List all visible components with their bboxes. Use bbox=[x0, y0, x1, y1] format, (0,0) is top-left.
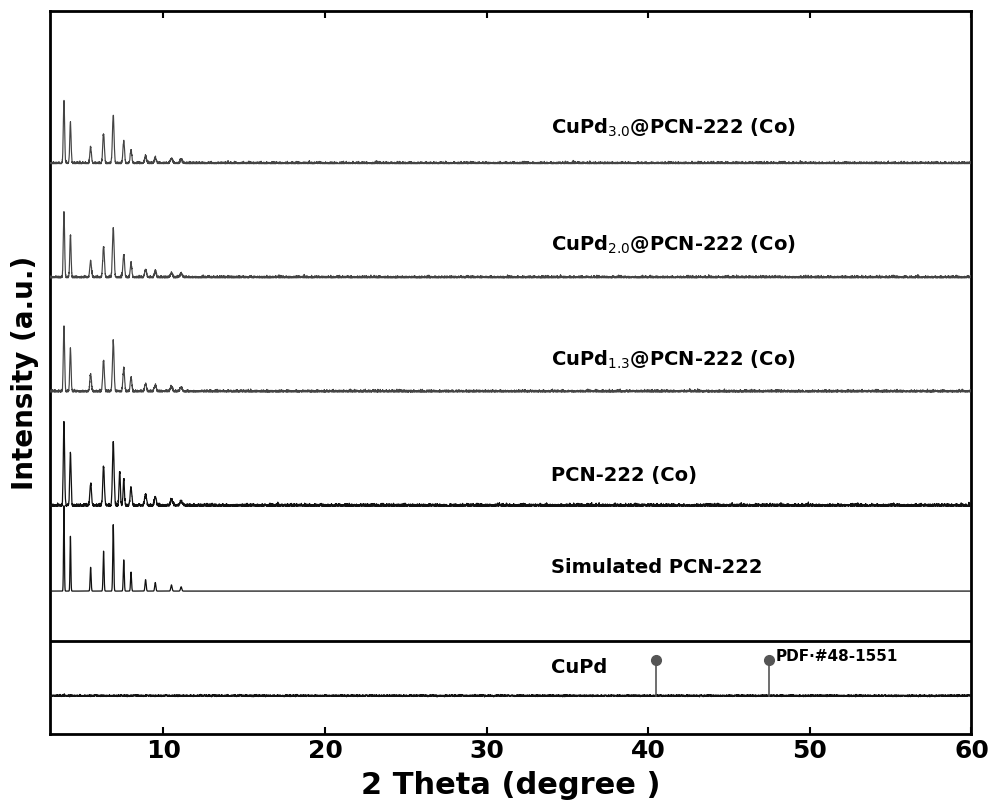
Text: CuPd$_{1.3}$@PCN-222 (Co): CuPd$_{1.3}$@PCN-222 (Co) bbox=[551, 348, 796, 371]
Text: CuPd: CuPd bbox=[551, 658, 607, 676]
Y-axis label: Intensity (a.u.): Intensity (a.u.) bbox=[11, 255, 39, 490]
Text: Simulated PCN-222: Simulated PCN-222 bbox=[551, 558, 763, 577]
Text: CuPd$_{2.0}$@PCN-222 (Co): CuPd$_{2.0}$@PCN-222 (Co) bbox=[551, 234, 796, 256]
X-axis label: 2 Theta (degree ): 2 Theta (degree ) bbox=[361, 771, 661, 800]
Text: PCN-222 (Co): PCN-222 (Co) bbox=[551, 466, 697, 485]
Text: PDF·#48-1551: PDF·#48-1551 bbox=[776, 650, 898, 664]
Text: CuPd$_{3.0}$@PCN-222 (Co): CuPd$_{3.0}$@PCN-222 (Co) bbox=[551, 117, 796, 139]
